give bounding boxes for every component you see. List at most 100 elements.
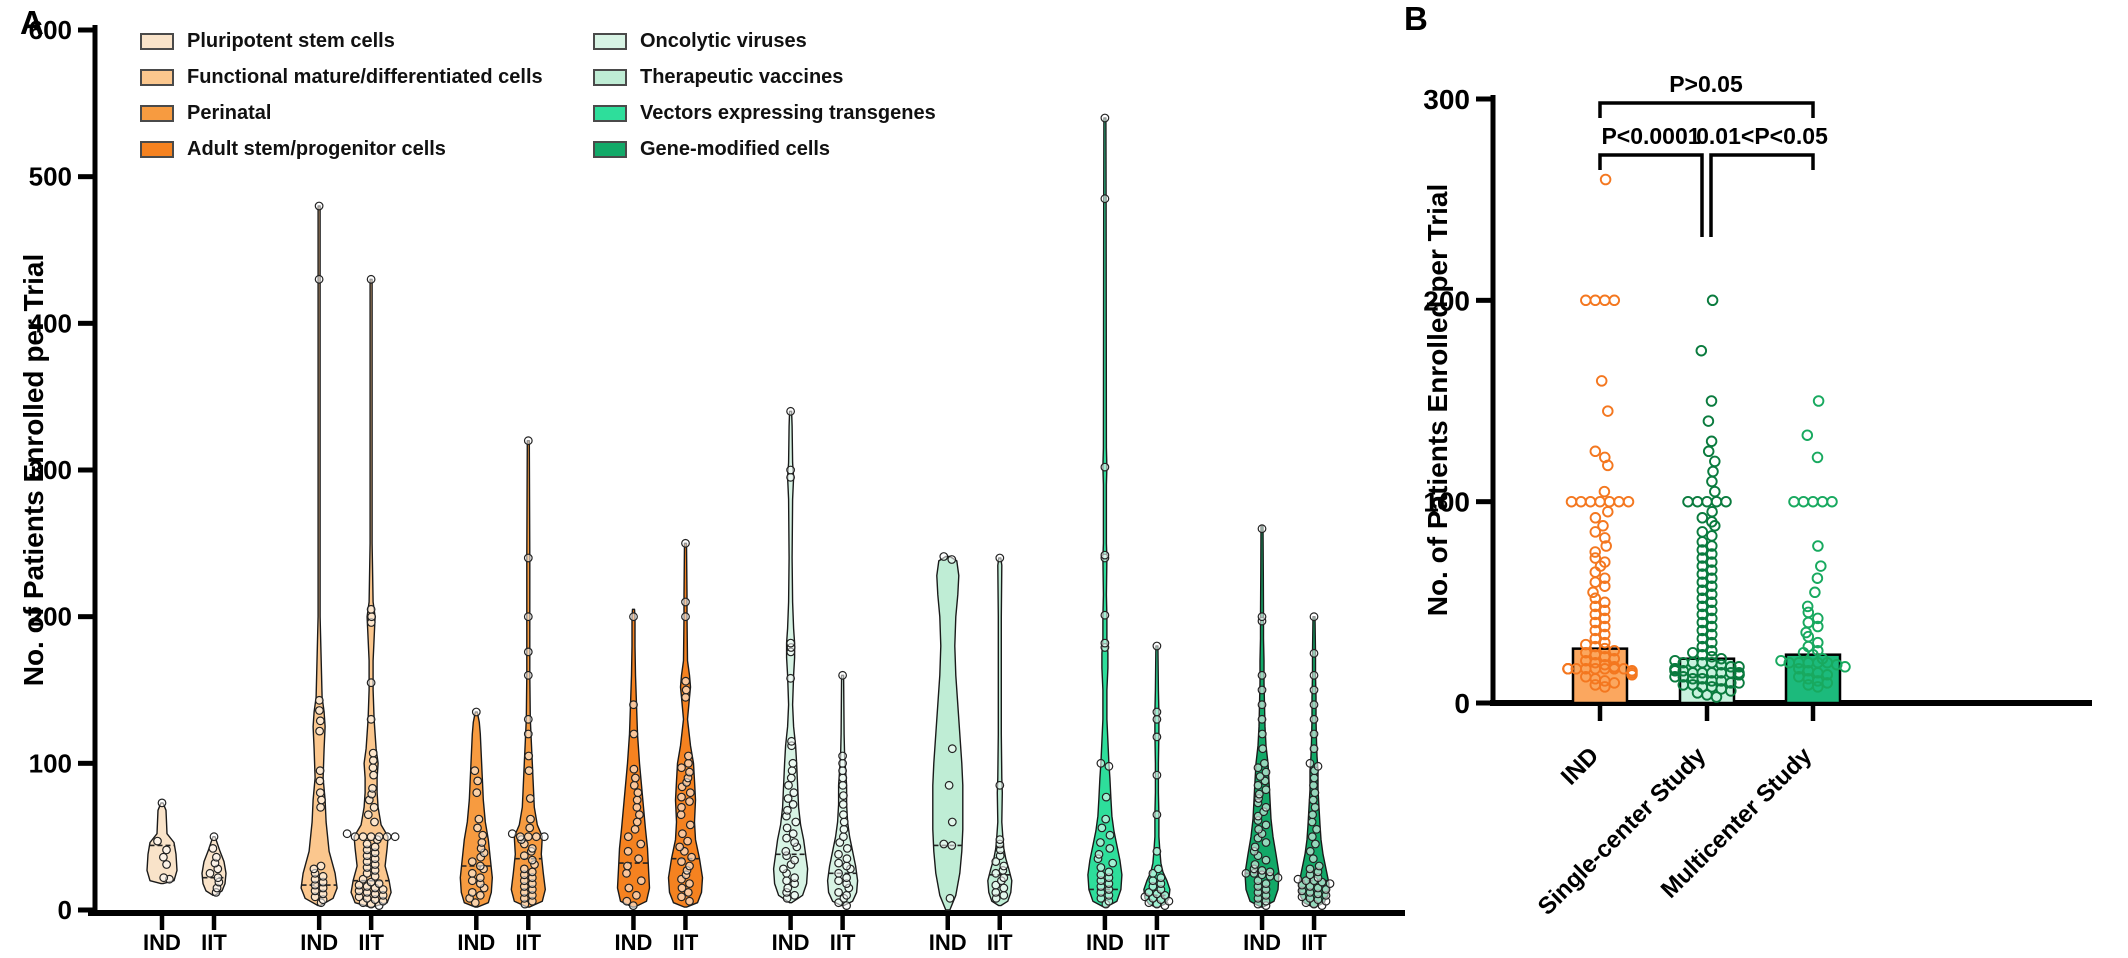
data-point: [382, 832, 392, 842]
data-point: [1305, 882, 1315, 891]
data-point: [1599, 173, 1612, 186]
legend-swatch: [593, 68, 627, 86]
data-point: [1691, 495, 1704, 508]
data-point: [366, 678, 376, 688]
b-y-tick-label: 300: [1423, 84, 1470, 115]
data-point: [1305, 864, 1315, 874]
data-point: [1250, 842, 1260, 852]
data-point: [834, 858, 843, 868]
data-point: [1602, 505, 1614, 518]
panel-b-label: B: [1404, 0, 1428, 37]
data-point: [1599, 620, 1611, 633]
data-point: [839, 810, 848, 820]
data-point: [1310, 788, 1320, 798]
data-point: [1257, 866, 1267, 875]
data-point: [991, 868, 1001, 878]
violin-ind-vectors-expressing-transgenes: [1087, 117, 1123, 908]
data-point: [1706, 644, 1718, 657]
data-point: [1261, 855, 1271, 865]
data-point: [1687, 646, 1699, 659]
data-point: [1325, 879, 1335, 888]
data-point: [1293, 874, 1303, 884]
data-point: [784, 780, 793, 790]
data-point: [1152, 641, 1162, 651]
data-point: [1100, 194, 1110, 204]
data-point: [1584, 495, 1597, 508]
data-point: [519, 851, 529, 861]
data-point: [1589, 624, 1602, 637]
data-point: [783, 883, 793, 893]
data-point: [838, 751, 847, 761]
data-point: [1809, 586, 1821, 599]
data-point: [1152, 846, 1162, 856]
data-point: [842, 854, 852, 864]
data-point: [1261, 767, 1271, 777]
data-point: [211, 852, 221, 862]
data-point: [1261, 785, 1271, 795]
data-point: [1309, 729, 1319, 739]
data-point: [1807, 495, 1819, 508]
data-point: [947, 841, 957, 850]
data-point: [467, 857, 477, 866]
sig-label: P>0.05: [1669, 71, 1743, 97]
data-point: [515, 832, 525, 842]
data-point: [1257, 685, 1267, 695]
data-point: [838, 780, 848, 790]
data-point: [378, 885, 388, 894]
data-point: [677, 857, 686, 866]
data-point: [1608, 652, 1621, 665]
data-point: [1831, 658, 1843, 671]
data-point: [635, 810, 644, 820]
data-point: [1273, 873, 1283, 883]
data-point: [1314, 861, 1324, 871]
data-point: [1100, 638, 1110, 648]
data-point: [362, 839, 372, 849]
data-point: [1602, 405, 1614, 417]
data-point: [1309, 700, 1319, 710]
data-point: [628, 901, 638, 910]
a-x-tick-label: IND: [772, 930, 810, 955]
data-point: [1253, 811, 1263, 821]
a-x-tick-label: IND: [1243, 930, 1281, 955]
violin-ind-adult-stem-progenitor-cells: [616, 608, 651, 908]
data-point: [788, 758, 798, 768]
data-point: [1706, 588, 1718, 601]
data-point: [685, 879, 694, 888]
data-point: [1144, 888, 1154, 897]
data-point: [368, 756, 378, 765]
data-point: [315, 788, 325, 798]
data-point: [1839, 661, 1851, 673]
data-point: [944, 780, 954, 790]
data-point: [316, 802, 326, 812]
data-point: [839, 817, 849, 827]
data-point: [1706, 604, 1718, 617]
legend-label: Oncolytic viruses: [640, 29, 807, 52]
a-x-tick-label: IIT: [201, 930, 227, 955]
a-x-tick-label: IIT: [358, 930, 384, 955]
data-point: [390, 832, 400, 842]
data-point: [782, 876, 791, 886]
data-point: [1812, 612, 1824, 625]
a-x-tick-label: IND: [143, 930, 181, 955]
data-point: [368, 763, 378, 773]
data-point: [1826, 495, 1838, 508]
data-point: [370, 842, 380, 852]
data-point: [685, 820, 695, 830]
data-point: [999, 873, 1009, 883]
data-point: [1261, 802, 1271, 812]
data-point: [1589, 632, 1602, 645]
legend-item: Gene-modified cells: [593, 138, 830, 160]
data-point: [629, 612, 638, 622]
data-point: [209, 832, 219, 842]
data-point: [1261, 879, 1271, 888]
data-point: [1261, 838, 1271, 847]
legend-label: Vectors expressing transgenes: [640, 101, 936, 124]
data-point: [1802, 616, 1815, 629]
data-point: [1152, 810, 1162, 820]
data-point: [366, 604, 376, 614]
data-point: [1101, 814, 1111, 824]
data-point: [1702, 415, 1715, 427]
a-x-tick-label: IND: [457, 930, 495, 955]
data-point: [363, 810, 373, 820]
data-point: [531, 832, 541, 842]
